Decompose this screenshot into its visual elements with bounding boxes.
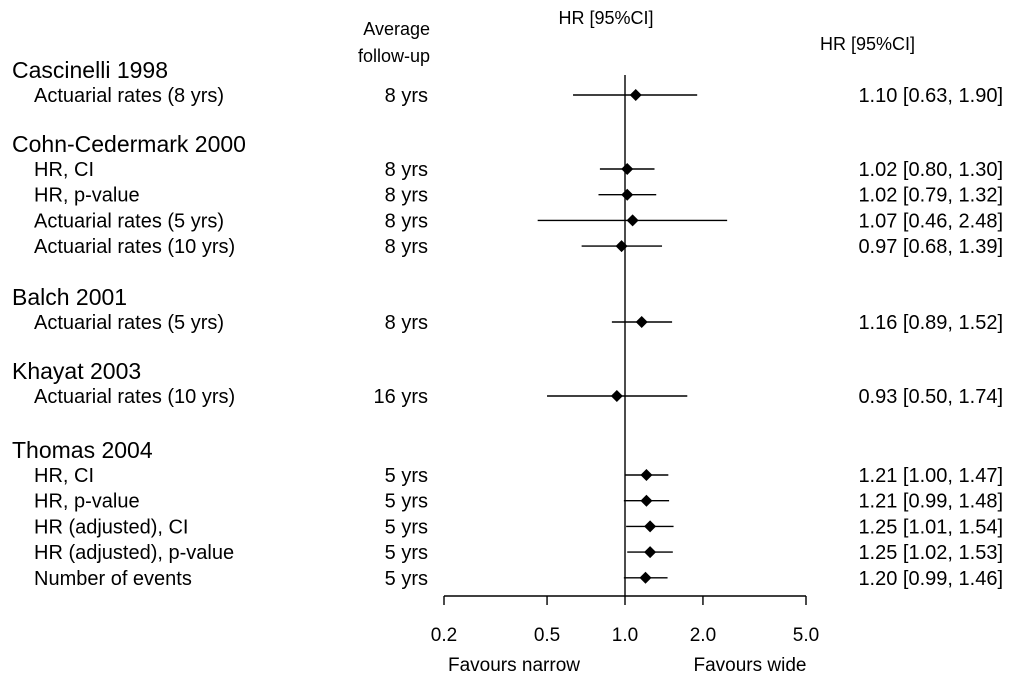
row-label: Actuarial rates (5 yrs) <box>34 210 224 232</box>
favours-narrow-label: Favours narrow <box>448 655 580 676</box>
study-name: Khayat 2003 <box>12 358 141 384</box>
row-label: Actuarial rates (5 yrs) <box>34 312 224 334</box>
hr-point <box>644 546 657 559</box>
header-followup-line2: follow-up <box>358 46 430 66</box>
hr-ci-text: 0.93 [0.50, 1.74] <box>858 386 1003 408</box>
followup-value: 8 yrs <box>385 210 428 232</box>
hr-point <box>610 390 623 402</box>
followup-value: 16 yrs <box>374 386 428 408</box>
row-label: HR, CI <box>34 465 94 487</box>
favours-wide-label: Favours wide <box>694 655 807 676</box>
header-hr-center: HR [95%CI] <box>558 8 653 28</box>
hr-ci-text: 1.21 [0.99, 1.48] <box>858 491 1003 513</box>
hr-point <box>639 571 652 584</box>
followup-value: 5 yrs <box>385 568 428 590</box>
x-tick-label: 0.5 <box>534 625 560 646</box>
row-label: HR (adjusted), p-value <box>34 542 234 564</box>
followup-value: 5 yrs <box>385 516 428 538</box>
hr-ci-text: 1.25 [1.02, 1.53] <box>858 542 1003 564</box>
row-label: HR (adjusted), CI <box>34 516 189 538</box>
hr-ci-text: 0.97 [0.68, 1.39] <box>858 236 1003 258</box>
hr-ci-text: 1.10 [0.63, 1.90] <box>858 85 1003 107</box>
hr-ci-text: 1.25 [1.01, 1.54] <box>858 516 1003 538</box>
x-tick-label: 1.0 <box>612 625 638 646</box>
hr-point <box>635 316 648 328</box>
x-tick-label: 2.0 <box>690 625 716 646</box>
followup-value: 8 yrs <box>385 185 428 207</box>
hr-point <box>626 214 639 227</box>
followup-value: 8 yrs <box>385 85 428 107</box>
header-hr-right: HR [95%CI] <box>820 34 915 54</box>
row-label: Number of events <box>34 568 192 590</box>
hr-ci-text: 1.02 [0.79, 1.32] <box>858 185 1003 207</box>
followup-value: 5 yrs <box>385 542 428 564</box>
study-name: Thomas 2004 <box>12 437 153 463</box>
followup-value: 5 yrs <box>385 465 428 487</box>
hr-point <box>640 469 653 481</box>
hr-point <box>629 89 642 101</box>
x-tick-label: 5.0 <box>793 625 819 646</box>
hr-ci-text: 1.20 [0.99, 1.46] <box>858 568 1003 590</box>
header-followup-line1: Average <box>363 19 430 39</box>
hr-ci-text: 1.16 [0.89, 1.52] <box>858 312 1003 334</box>
hr-point <box>640 494 653 507</box>
study-name: Cohn-Cedermark 2000 <box>12 131 246 157</box>
hr-point <box>621 163 634 175</box>
followup-value: 8 yrs <box>385 159 428 181</box>
hr-point <box>615 240 628 253</box>
followup-value: 8 yrs <box>385 312 428 334</box>
row-label: Actuarial rates (10 yrs) <box>34 236 235 258</box>
study-name: Balch 2001 <box>12 284 127 310</box>
study-name: Cascinelli 1998 <box>12 57 168 83</box>
followup-value: 8 yrs <box>385 236 428 258</box>
hr-point <box>621 188 634 201</box>
hr-ci-text: 1.21 [1.00, 1.47] <box>858 465 1003 487</box>
followup-value: 5 yrs <box>385 491 428 513</box>
row-label: HR, p-value <box>34 491 140 513</box>
row-label: HR, CI <box>34 159 94 181</box>
x-tick-label: 0.2 <box>431 625 457 646</box>
row-label: Actuarial rates (10 yrs) <box>34 386 235 408</box>
hr-ci-text: 1.07 [0.46, 2.48] <box>858 210 1003 232</box>
hr-ci-text: 1.02 [0.80, 1.30] <box>858 159 1003 181</box>
row-label: Actuarial rates (8 yrs) <box>34 85 224 107</box>
hr-point <box>644 520 657 533</box>
row-label: HR, p-value <box>34 185 140 207</box>
